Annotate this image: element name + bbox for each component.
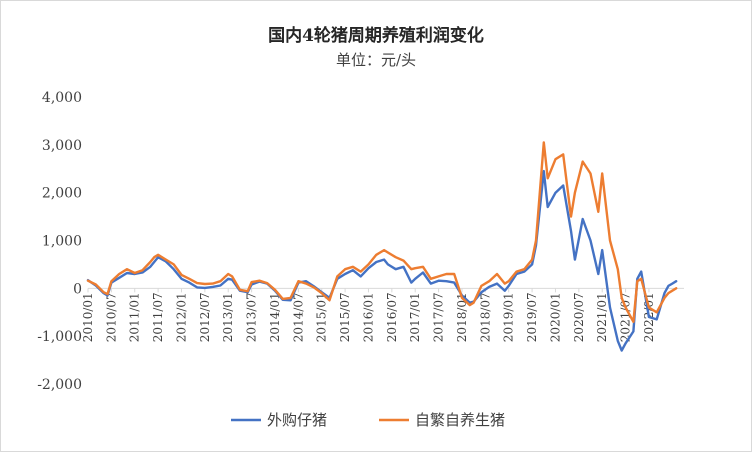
y-tick-label: 1,000	[42, 234, 82, 250]
x-tick-label: 2011/01	[128, 292, 142, 342]
x-tick-label: 2020/07	[572, 292, 586, 342]
x-tick-label: 2016/07	[385, 292, 399, 342]
x-tick-label: 2017/07	[432, 292, 446, 342]
x-tick-label: 2012/07	[198, 292, 212, 342]
x-tick-label: 2010/07	[104, 292, 118, 342]
x-tick-label: 2013/07	[245, 292, 259, 342]
x-tick-label: 2014/07	[291, 292, 305, 342]
x-tick-label: 2015/01	[315, 292, 329, 342]
series-line-outsourced-piglets	[86, 169, 678, 352]
y-tick-label: -1,000	[37, 329, 82, 345]
legend: 外购仔猪 自繁自养生猪	[231, 411, 505, 429]
x-tick-label: 2018/01	[455, 292, 469, 342]
x-tick-label: 2014/01	[268, 292, 282, 342]
legend-label: 外购仔猪	[267, 411, 327, 429]
x-tick-label: 2011/07	[151, 292, 165, 342]
x-tick-label: 2015/07	[338, 292, 352, 342]
x-tick-label: 2021/01	[595, 292, 609, 342]
y-tick-label: 4,000	[42, 90, 82, 106]
y-tick-label: 2,000	[42, 186, 82, 202]
y-tick-label: 0	[73, 281, 82, 297]
y-tick-label: 3,000	[42, 138, 82, 154]
y-axis-ticks: 4,000 3,000 2,000 1,000 0 -1,000 -2,000	[37, 90, 82, 393]
y-tick-label: -2,000	[37, 377, 82, 393]
x-tick-label: 2013/01	[221, 292, 235, 342]
x-tick-label: 2010/01	[81, 292, 95, 342]
x-tick-label: 2016/01	[361, 292, 375, 342]
x-tick-label: 2020/01	[548, 292, 562, 342]
series-line-self-bred	[86, 141, 678, 323]
chart-title: 国内4轮猪周期养殖利润变化	[268, 25, 484, 46]
x-tick-label: 2019/01	[502, 292, 516, 342]
x-tick-label: 2019/07	[525, 292, 539, 342]
x-tick-label: 2021/07	[619, 292, 633, 342]
series-lines	[86, 141, 678, 352]
legend-label: 自繁自养生猪	[415, 411, 505, 429]
chart-subtitle: 单位：元/头	[336, 51, 416, 69]
x-axis-ticks: 2010/01 2010/07 2011/01 2011/07 2012/01 2012/…	[81, 288, 656, 342]
x-tick-label: 2012/01	[174, 292, 188, 342]
x-tick-label: 2018/07	[478, 292, 492, 342]
x-tick-label: 2017/01	[408, 292, 422, 342]
